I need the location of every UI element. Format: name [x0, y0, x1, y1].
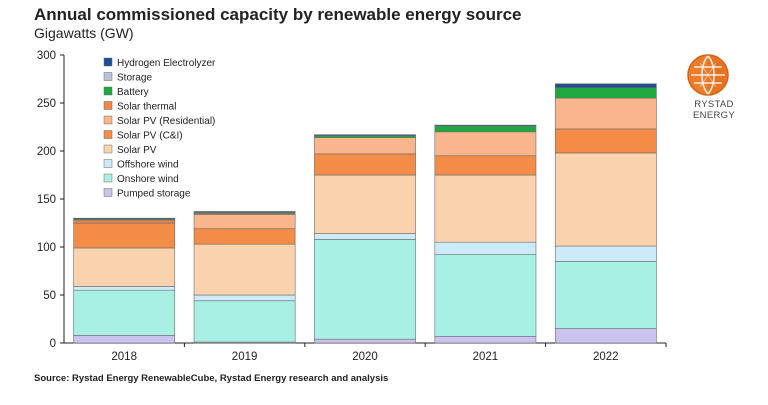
legend-label: Solar thermal	[117, 102, 176, 113]
legend-swatch	[103, 86, 113, 96]
logo-text: RYSTAD ENERGY	[693, 99, 735, 121]
bar-segment	[314, 338, 416, 344]
bar-segment	[193, 228, 296, 245]
legend-label: Solar PV (C&I)	[117, 131, 183, 142]
legend-label: Solar PV	[117, 145, 157, 156]
y-tick-label: 250	[37, 98, 56, 110]
bar-segment	[554, 87, 657, 99]
y-tick-label: 0	[50, 338, 56, 350]
legend-label: Onshore wind	[117, 174, 179, 185]
globe-icon	[687, 54, 729, 96]
legend-swatch	[103, 101, 113, 110]
bar-segment	[314, 239, 416, 340]
bar-segment	[193, 211, 296, 213]
bar-segment	[434, 254, 537, 337]
bar-segment	[193, 243, 296, 296]
bar-segment	[73, 286, 176, 291]
y-tick-label: 150	[37, 194, 56, 206]
legend-swatch	[103, 130, 113, 139]
legend-label: Hydrogen Electrolyzer	[117, 58, 216, 69]
bar-segment	[73, 219, 176, 224]
legend-label: Solar PV (Residential)	[117, 116, 215, 127]
y-tick-label: 50	[43, 290, 56, 302]
legend-swatch	[103, 57, 113, 67]
bar-segment	[434, 241, 537, 255]
legend-swatch	[103, 115, 113, 125]
bar-segment	[193, 214, 296, 230]
bar-segment	[434, 174, 537, 243]
bar-segment	[434, 155, 537, 176]
bar-segment	[554, 245, 657, 262]
bar-segment	[554, 152, 657, 247]
legend-label: Storage	[117, 73, 152, 84]
legend-swatch	[103, 188, 113, 197]
bar-segment	[314, 134, 416, 136]
bar-segment	[193, 300, 296, 343]
x-tick-label: 2019	[232, 351, 258, 363]
chart-title: Annual commissioned capacity by renewabl…	[34, 5, 522, 24]
legend-label: Offshore wind	[117, 160, 179, 171]
bar-segment	[314, 174, 416, 234]
bar-segment	[554, 97, 657, 130]
bar-segment	[434, 124, 537, 127]
legend-label: Pumped storage	[117, 189, 191, 200]
bar-segment	[73, 289, 176, 336]
y-tick-label: 200	[37, 146, 56, 158]
legend-swatch	[103, 159, 113, 168]
rystad-energy-logo: RYSTAD ENERGY	[672, 50, 756, 121]
bar-segment	[554, 261, 657, 329]
bar-segment	[314, 137, 416, 155]
bar-segment	[554, 328, 657, 344]
bar-segment	[73, 335, 176, 344]
bar-segment	[73, 222, 176, 249]
bar-segment	[314, 153, 416, 176]
legend-swatch	[103, 173, 113, 183]
x-tick-label: 2022	[593, 351, 619, 363]
bar-segment	[554, 83, 657, 88]
bar-segment	[434, 125, 537, 133]
y-tick-label: 300	[37, 50, 56, 62]
bar-segment	[73, 217, 176, 220]
source-note: Source: Rystad Energy RenewableCube, Rys…	[34, 373, 389, 384]
x-tick-label: 2020	[352, 351, 378, 363]
bar-segment	[314, 233, 416, 240]
bar-segment	[193, 294, 296, 302]
legend-label: Battery	[117, 87, 149, 98]
y-tick-label: 100	[37, 242, 56, 254]
chart-subtitle: Gigawatts (GW)	[34, 25, 134, 41]
x-tick-label: 2018	[111, 351, 137, 363]
x-tick-label: 2021	[473, 351, 499, 363]
legend-swatch	[103, 72, 113, 81]
legend-swatch	[103, 144, 113, 154]
bar-segment	[434, 131, 537, 157]
bar-segment	[434, 335, 537, 344]
bar-segment	[73, 247, 176, 287]
bar-segment	[554, 128, 657, 154]
